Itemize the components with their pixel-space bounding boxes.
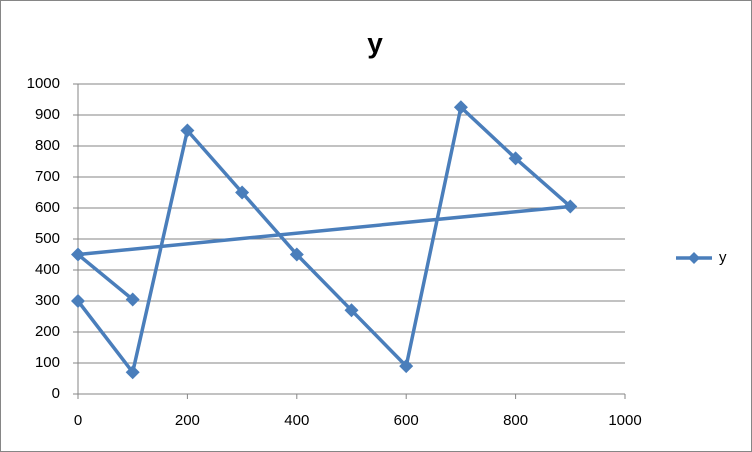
y-tick-label: 500 — [35, 230, 60, 247]
y-tick-label: 200 — [35, 323, 60, 340]
point — [344, 303, 359, 318]
legend-marker — [688, 252, 700, 264]
point — [71, 294, 85, 308]
chart-title: y — [367, 27, 383, 58]
y-tick-label: 700 — [35, 168, 60, 185]
y-tick-label: 600 — [35, 199, 60, 216]
point — [235, 185, 250, 200]
point — [125, 292, 140, 307]
x-tick-label: 600 — [394, 412, 419, 429]
y-tick-label: 100 — [35, 354, 60, 371]
y-tick-label: 400 — [35, 261, 60, 278]
x-tick-label: 800 — [503, 412, 528, 429]
y-tick-label: 300 — [35, 292, 60, 309]
point — [508, 151, 523, 166]
point — [71, 247, 85, 262]
y-tick-label: 900 — [35, 106, 60, 123]
point — [125, 365, 140, 380]
x-tick-label: 400 — [284, 412, 309, 429]
x-tick-label: 0 — [74, 412, 82, 429]
point — [180, 123, 195, 138]
legend-label: y — [719, 249, 727, 266]
y-tick-label: 1000 — [27, 75, 60, 92]
x-tick-label: 1000 — [608, 412, 641, 429]
y-tick-label: 0 — [52, 385, 60, 402]
series-line — [76, 105, 573, 375]
point — [563, 199, 578, 214]
point — [289, 247, 304, 262]
point — [399, 359, 414, 374]
y-tick-label: 800 — [35, 137, 60, 154]
x-tick-label: 200 — [175, 412, 200, 429]
point — [453, 100, 468, 115]
